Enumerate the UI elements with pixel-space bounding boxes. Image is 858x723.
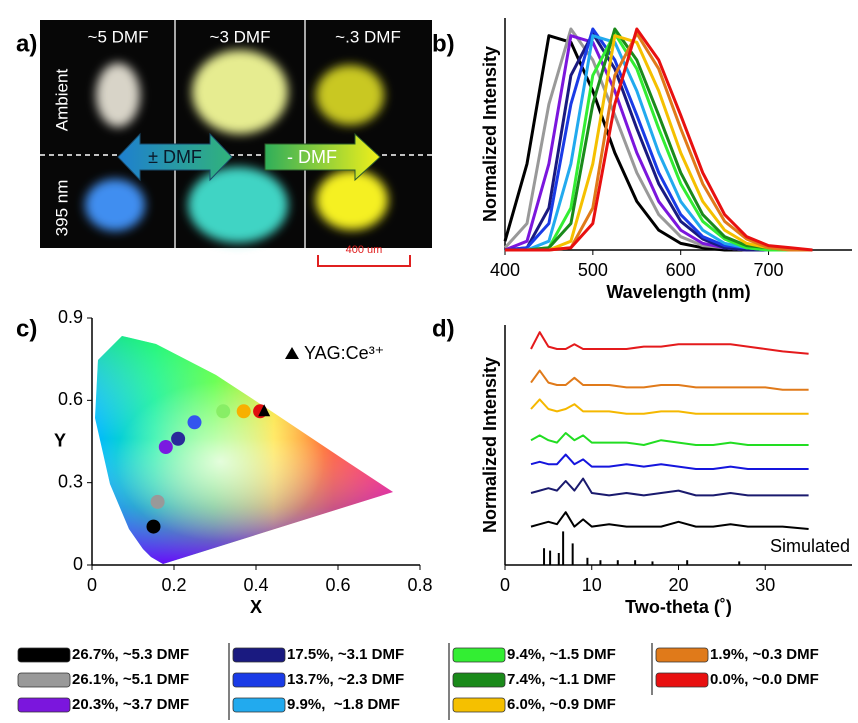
legend-label: YAG:Ce³⁺ <box>304 343 384 363</box>
x-axis-label: Wavelength (nm) <box>606 282 750 302</box>
x-tick-label: 0 <box>87 575 97 595</box>
y-axis-label: Normalized Intensity <box>480 357 500 533</box>
data-point <box>146 519 161 534</box>
legend-label: 6.0%, ~0.9 DMF <box>507 696 616 713</box>
data-point <box>216 404 231 419</box>
x-tick-label: 0.8 <box>407 575 432 595</box>
cie-gamut-white <box>95 336 393 564</box>
arrow <box>264 132 381 182</box>
column-label: ~3 DMF <box>210 27 271 46</box>
x-tick-label: 500 <box>578 260 608 280</box>
x-axis-label: Two-theta (˚) <box>625 597 732 617</box>
data-point <box>236 404 251 419</box>
legend-swatch <box>17 672 71 688</box>
column-label: ~.3 DMF <box>335 27 401 46</box>
data-line <box>505 32 813 252</box>
scale-bar <box>317 255 411 267</box>
y-axis-label: Y <box>54 430 66 450</box>
data-line <box>530 477 809 497</box>
legend-label: 17.5%, ~3.1 DMF <box>287 646 404 663</box>
arrow <box>117 132 233 182</box>
x-tick-label: 0.4 <box>243 575 268 595</box>
panel-label: d) <box>432 315 455 342</box>
column-label: ~5 DMF <box>88 27 149 46</box>
legend-label: 9.4%, ~1.5 DMF <box>507 646 616 663</box>
arrow-label: - DMF <box>287 147 337 167</box>
legend-swatch <box>452 697 506 713</box>
crystal-image <box>96 63 140 127</box>
legend-swatch <box>232 672 286 688</box>
arrow-label: ± DMF <box>148 147 202 167</box>
y-tick-label: 0.9 <box>58 307 83 327</box>
x-tick-label: 600 <box>666 260 696 280</box>
crystal-image <box>316 170 388 230</box>
x-tick-label: 400 <box>490 260 520 280</box>
legend-swatch <box>655 672 709 688</box>
panel-label: a) <box>16 30 37 57</box>
crystal-image <box>188 167 288 243</box>
legend-label: 20.3%, ~3.7 DMF <box>72 696 189 713</box>
x-tick-label: 10 <box>582 575 602 595</box>
y-tick-label: 0.6 <box>58 389 83 409</box>
series-label: Simulated <box>770 536 850 556</box>
data-line <box>530 511 809 530</box>
data-line <box>530 453 809 470</box>
data-line <box>530 331 809 355</box>
data-line <box>530 369 809 391</box>
legend-swatch <box>452 672 506 688</box>
scale-bar-label: 400 um <box>346 244 383 256</box>
data-point <box>187 415 202 430</box>
legend-swatch <box>17 697 71 713</box>
x-tick-label: 30 <box>755 575 775 595</box>
data-line <box>530 432 809 446</box>
legend-swatch <box>232 647 286 663</box>
legend-label: 7.4%, ~1.1 DMF <box>507 671 616 688</box>
cie-diagram <box>95 336 393 564</box>
legend-swatch <box>17 647 71 663</box>
crystal-image <box>192 50 288 134</box>
y-axis-label: Normalized Intensity <box>480 46 500 222</box>
x-tick-label: 0 <box>500 575 510 595</box>
reference-point <box>258 404 271 417</box>
x-tick-label: 700 <box>754 260 784 280</box>
data-line <box>505 27 813 252</box>
legend-swatch <box>452 647 506 663</box>
crystal-image <box>316 65 384 125</box>
legend-label: 1.9%, ~0.3 DMF <box>710 646 819 663</box>
row-label: 395 nm <box>52 180 71 237</box>
legend-label: 13.7%, ~2.3 DMF <box>287 671 404 688</box>
x-axis-label: X <box>250 597 262 617</box>
data-line <box>530 398 809 415</box>
legend-swatch <box>655 647 709 663</box>
data-point <box>171 431 186 446</box>
panel-label: b) <box>432 30 455 57</box>
data-point <box>150 494 165 509</box>
legend-label: 26.7%, ~5.3 DMF <box>72 646 189 663</box>
panel-label: c) <box>16 315 37 342</box>
legend-marker <box>285 347 299 359</box>
x-tick-label: 0.6 <box>325 575 350 595</box>
legend-label: 26.1%, ~5.1 DMF <box>72 671 189 688</box>
y-tick-label: 0 <box>73 554 83 574</box>
photo-panel: ~5 DMF ~3 DMF ~.3 DMF Ambient 395 nm ± D… <box>16 20 432 267</box>
legend-label: 9.9%, ~1.8 DMF <box>287 696 400 713</box>
legend-swatch <box>232 697 286 713</box>
y-tick-label: 0.3 <box>58 471 83 491</box>
data-point <box>158 439 173 454</box>
x-tick-label: 0.2 <box>161 575 186 595</box>
legend-label: 0.0%, ~0.0 DMF <box>710 671 819 688</box>
row-label: Ambient <box>52 69 71 132</box>
x-tick-label: 20 <box>668 575 688 595</box>
crystal-image <box>85 179 145 231</box>
